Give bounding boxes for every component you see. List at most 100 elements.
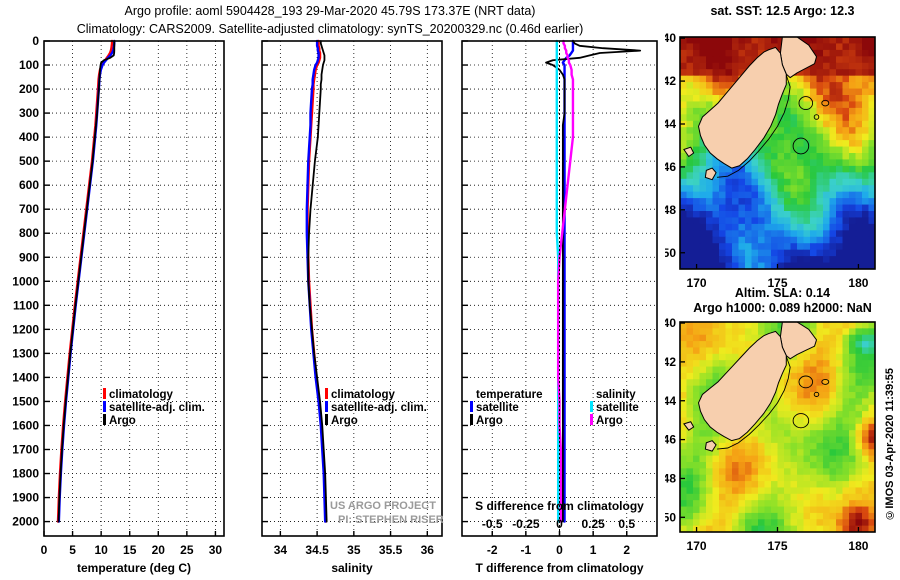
map-pixel: [738, 462, 746, 469]
map-pixel: [836, 411, 844, 419]
map-pixel: [738, 69, 746, 77]
map-pixel: [849, 133, 857, 141]
chart-panel-difference-profile: -2 -1 0 1 2T difference from climatology-0.5…: [461, 39, 658, 575]
map-pixel: [849, 262, 857, 269]
map-pixel: [719, 223, 727, 231]
map-pixel: [868, 69, 875, 77]
map-pixel: [732, 37, 740, 45]
map-pixel: [732, 519, 740, 527]
map-pixel: [836, 256, 844, 264]
map-pixel: [836, 262, 844, 269]
map-pixel: [706, 334, 714, 342]
depth-tick-label: 1700: [12, 442, 39, 456]
map-pixel: [738, 334, 746, 342]
map-pixel: [862, 379, 870, 387]
map-pixel: [849, 436, 857, 444]
map-pixel: [764, 43, 772, 51]
map-pixel: [777, 455, 785, 463]
map-pixel: [719, 88, 727, 96]
map-pixel: [686, 500, 694, 508]
map-pixel: [816, 430, 824, 438]
map-pixel: [758, 243, 766, 251]
map-pixel: [810, 159, 818, 167]
map-pixel: [868, 322, 875, 329]
map-pixel: [738, 525, 746, 532]
map-pixel: [810, 101, 818, 109]
map-pixel: [771, 185, 779, 193]
map-pixel: [803, 430, 811, 438]
map-pixel: [790, 230, 798, 238]
map-pixel: [699, 481, 707, 489]
map-pixel: [810, 146, 818, 154]
map-pixel: [686, 353, 694, 361]
map-pixel: [725, 449, 733, 457]
map-pixel: [823, 101, 831, 109]
map-pixel: [803, 107, 811, 115]
map-pixel: [868, 487, 875, 495]
legend-swatch: [590, 388, 593, 399]
map-pixel: [699, 82, 707, 90]
map-pixel: [712, 379, 720, 387]
map-pixel: [797, 256, 805, 264]
map-pixel: [693, 341, 701, 349]
map-pixel: [771, 172, 779, 180]
map-pixel: [745, 217, 753, 225]
map-pixel: [777, 462, 785, 469]
map-pixel: [693, 185, 701, 193]
map-pixel: [823, 411, 831, 419]
map-pixel: [797, 360, 805, 368]
map-pixel: [732, 191, 740, 199]
map-pixel: [686, 165, 694, 173]
map-pixel: [803, 360, 811, 368]
map-pixel: [823, 417, 831, 425]
map-pixel: [719, 172, 727, 180]
map-pixel: [745, 185, 753, 193]
map-pixel: [719, 455, 727, 463]
map-pixel: [771, 165, 779, 173]
map-pixel: [842, 500, 850, 508]
map-pixel: [719, 62, 727, 70]
map-pixel: [823, 204, 831, 212]
map-pixel: [784, 223, 792, 231]
map-pixel: [855, 165, 863, 173]
map-pixel: [751, 436, 759, 444]
map-pixel: [829, 430, 837, 438]
map-pixel: [868, 185, 875, 193]
map-pixel: [862, 243, 870, 251]
map-pixel: [829, 243, 837, 251]
map-pixel: [842, 398, 850, 406]
map-pixel: [771, 120, 779, 128]
map-pixel: [829, 423, 837, 431]
map-pixel: [849, 411, 857, 419]
map-pixel: [712, 449, 720, 457]
legend-label: Argo: [476, 415, 503, 427]
map-pixel: [790, 436, 798, 444]
map-pixel: [738, 37, 746, 45]
map-pixel: [842, 519, 850, 527]
map-pixel: [764, 417, 772, 425]
map-pixel: [680, 353, 688, 361]
map-pixel: [836, 75, 844, 83]
map-pixel: [686, 468, 694, 476]
map-pixel: [849, 159, 857, 167]
map-pixel: [738, 172, 746, 180]
map-pixel: [706, 519, 714, 527]
map-pixel: [758, 185, 766, 193]
map-pixel: [725, 468, 733, 476]
map-pixel: [745, 49, 753, 57]
map-pixel: [842, 430, 850, 438]
map-pixel: [790, 133, 798, 141]
map-pixel: [745, 236, 753, 244]
map-pixel: [777, 379, 785, 387]
map-pixel: [868, 223, 875, 231]
map-pixel: [855, 101, 863, 109]
map-pixel: [816, 243, 824, 251]
map-pixel: [686, 243, 694, 251]
map-pixel: [823, 107, 831, 115]
map-pixel: [784, 133, 792, 141]
map-pixel: [706, 341, 714, 349]
map-pixel: [745, 223, 753, 231]
map-pixel: [836, 178, 844, 186]
map-pixel: [868, 127, 875, 135]
map-pixel: [719, 243, 727, 251]
